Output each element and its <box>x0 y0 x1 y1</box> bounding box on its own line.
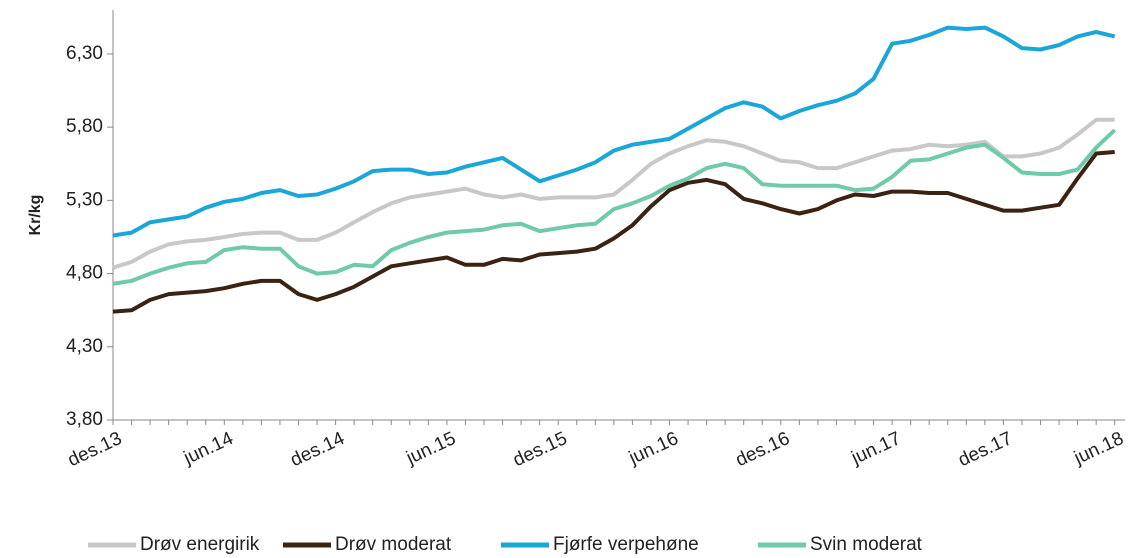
series-line <box>112 25 1116 238</box>
x-tick-label: des.14 <box>287 428 348 471</box>
x-tick-label: jun.17 <box>848 428 905 469</box>
x-tick-label: des.16 <box>732 428 793 471</box>
x-tick-label: jun.18 <box>1070 428 1127 469</box>
series-line <box>112 117 1115 270</box>
series-line <box>112 128 1117 286</box>
x-tick-label: des.17 <box>955 428 1016 471</box>
y-tick-label: 3,80 <box>66 409 103 430</box>
legend-label: Drøv moderat <box>335 534 452 555</box>
legend-label: Svin moderat <box>810 534 923 555</box>
x-tick-label: jun.15 <box>402 428 459 469</box>
x-tick-label: jun.16 <box>625 428 682 469</box>
y-tick-label: 5,80 <box>66 116 103 137</box>
y-tick-label: 4,30 <box>66 336 103 357</box>
y-tick-label: 4,80 <box>66 263 103 284</box>
y-tick-label: 6,30 <box>66 43 103 64</box>
x-tick-label: des.15 <box>510 428 571 471</box>
y-tick-label: 5,30 <box>66 189 103 210</box>
x-tick-label: des.13 <box>65 428 126 471</box>
y-axis-title: Kr/kg <box>27 195 44 236</box>
legend-label: Fjørfe verpehøne <box>553 534 699 555</box>
series-line <box>112 150 1115 314</box>
legend-label: Drøv energirik <box>140 534 260 555</box>
x-tick-label: jun.14 <box>180 428 237 470</box>
